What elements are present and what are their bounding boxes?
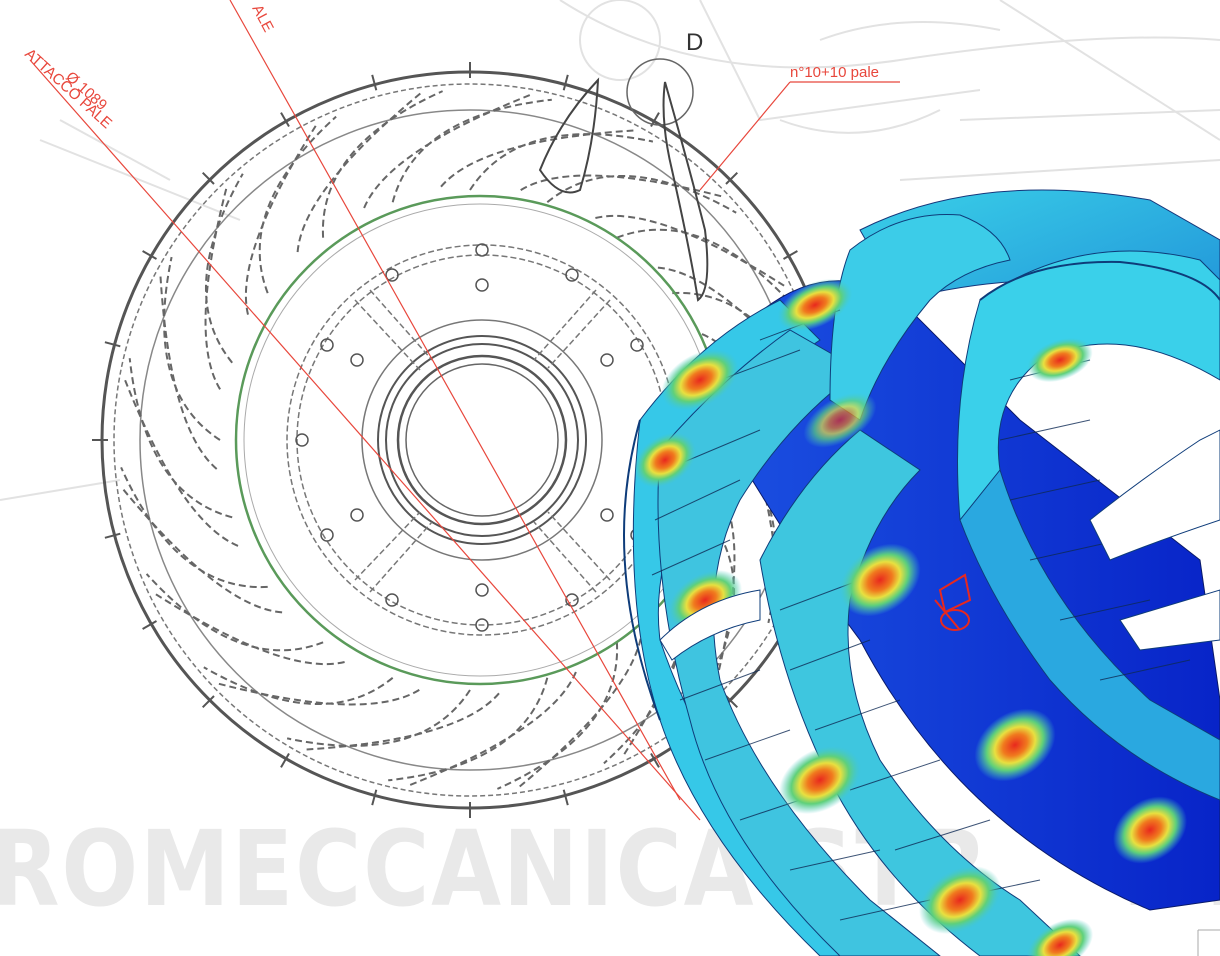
rim-tick [371, 789, 378, 806]
bolt-hole [320, 528, 334, 542]
rim-tick [725, 171, 739, 185]
rim-tick [201, 695, 215, 709]
stress-hotspots [633, 278, 1214, 956]
bolt-hole [630, 338, 644, 352]
bolt-hole [475, 243, 489, 257]
blade-curve [128, 358, 233, 519]
blade-curve [145, 573, 324, 652]
bolt-hole [600, 508, 614, 522]
blade-curve [204, 188, 228, 390]
bolt-hole [600, 353, 614, 367]
blade-curve [203, 666, 394, 706]
bolt-hole [295, 433, 309, 447]
blade-curve [218, 682, 420, 706]
rim-tick [562, 789, 569, 806]
bolt-hole [475, 583, 489, 597]
impeller-front-view [92, 62, 848, 818]
blade-curve [286, 689, 471, 747]
fea-impeller-render [623, 189, 1220, 956]
rim-tick [783, 250, 798, 260]
bolt-hole [475, 278, 489, 292]
bolt-hole [565, 268, 579, 282]
rim-tick [371, 74, 378, 91]
detail-d-callout [538, 58, 709, 302]
blade-curve [391, 98, 552, 203]
hub-bolts [295, 243, 644, 632]
bolt-hole [385, 593, 399, 607]
blade-curve [163, 256, 221, 441]
blade-curve [546, 174, 737, 214]
rim-tick [725, 695, 739, 709]
rim-tick [142, 620, 157, 630]
rim-tick [650, 753, 660, 768]
background-blueprint [0, 0, 1220, 501]
bolt-hole [475, 618, 489, 632]
attach-pale-label: ATTACCO PALE [21, 45, 115, 132]
rim-tick [142, 250, 157, 260]
detail-d-label: D [686, 29, 703, 56]
bolt-hole [350, 353, 364, 367]
rim-tick [280, 112, 290, 127]
blade-curve [616, 228, 795, 307]
bolt-hole [385, 268, 399, 282]
blade-curve [258, 115, 337, 294]
top-pale-label: ALE [248, 2, 276, 35]
blade-curve [388, 677, 549, 782]
blade-curve [469, 133, 654, 191]
blade-curve [204, 173, 244, 364]
blade-curve [120, 466, 268, 588]
blade-count-note: n°10+10 pale [790, 64, 879, 81]
rim-tick [104, 341, 121, 348]
rim-tick [201, 171, 215, 185]
rim-tick [562, 74, 569, 91]
blade-curve [496, 642, 618, 790]
blade-curve [322, 90, 444, 238]
rim-tick [280, 753, 290, 768]
rim-tick [104, 532, 121, 539]
bolt-hole [350, 508, 364, 522]
load-marker [934, 573, 972, 631]
bolt-hole [565, 593, 579, 607]
dimension-lines [29, 0, 900, 821]
bolt-hole [320, 338, 334, 352]
